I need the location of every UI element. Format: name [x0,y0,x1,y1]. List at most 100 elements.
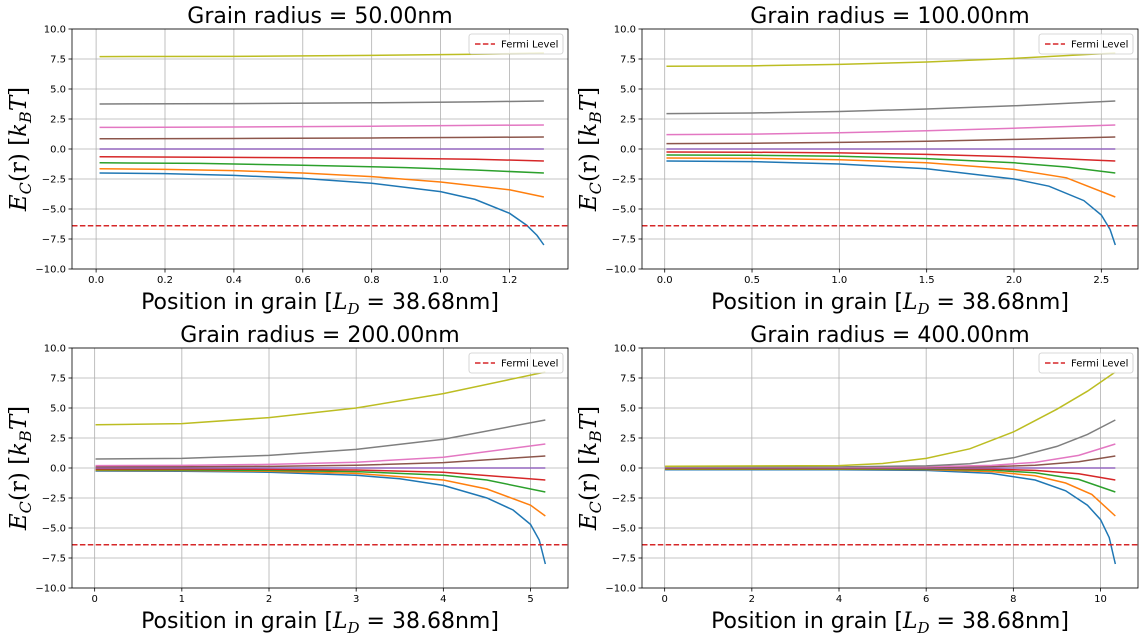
series-line-1 [99,172,545,246]
chart-panel-2: 0.0 0.5 1.0 1.5 2.0 2.5 −10.0 −7.5 −5.0 −2.5 0.0 2.… [576,4,1139,318]
series-line-2 [665,468,1116,517]
y-tick-label: 0.0 [50,464,66,475]
series-line-3 [666,154,1116,174]
y-tick-label: 10.0 [614,25,636,36]
y-tick-label: 2.5 [620,434,636,445]
y-tick-label: 0.0 [50,145,66,156]
series-line-2 [99,168,545,198]
x-tick-label: 10 [1094,594,1107,605]
y-tick-label: 7.5 [620,374,636,385]
x-tick-label: 1.2 [501,275,517,286]
x-tick-label: 4 [836,594,842,605]
legend: Fermi Level [468,33,564,55]
legend-label: Fermi Level [501,359,558,370]
legend-label: Fermi Level [1071,359,1128,370]
x-tick-label: 3 [353,594,359,605]
y-tick-label: 2.5 [50,115,66,126]
y-tick-label: −10.0 [605,584,636,595]
chart-title: Grain radius = 400.00nm [750,323,1029,348]
series-line-9 [666,52,1116,67]
x-axis-label: Position in grain [LD = 38.68nm] [711,290,1069,318]
y-tick-label: −2.5 [612,494,636,505]
series-line-6 [666,136,1116,145]
series-line-3 [99,162,544,174]
plot-area [642,371,1138,565]
y-tick-label: 5.0 [620,85,636,96]
y-tick-label: 7.5 [50,55,66,66]
y-tick-label: 5.0 [620,404,636,415]
x-tick-label: 5 [527,594,533,605]
x-axis-label: Position in grain [LD = 38.68nm] [711,609,1069,637]
series-line-1 [665,469,1117,565]
y-tick-label: −10.0 [35,265,66,276]
x-tick-label: 0.8 [364,275,380,286]
series-line-9 [665,371,1116,467]
y-tick-label: −10.0 [605,265,636,276]
x-tick-label: 1.0 [433,275,449,286]
x-tick-label: 4 [440,594,446,605]
plot-area [72,371,568,565]
series-line-7 [99,124,544,129]
x-tick-label: 0.6 [295,275,311,286]
chart-panel-4: 0 2 4 6 8 10 −10.0 −7.5 −5.0 −2.5 0.0 2.5 5.0 7.5 10.0… [576,323,1139,637]
plot-area [72,52,568,246]
legend-box [468,352,564,374]
legend-box [1038,33,1134,55]
x-axis-label: Position in grain [LD = 38.68nm] [141,609,499,637]
y-tick-label: 2.5 [50,434,66,445]
x-tick-label: 0 [91,594,97,605]
series-line-3 [95,469,546,493]
y-tick-label: 2.5 [620,115,636,126]
x-tick-label: 0.4 [226,275,242,286]
y-tick-label: −10.0 [35,584,66,595]
series-line-4 [95,468,546,481]
y-tick-label: −2.5 [42,175,66,186]
y-tick-label: −2.5 [42,494,66,505]
x-tick-label: 2 [749,594,755,605]
y-tick-label: 7.5 [50,374,66,385]
y-tick-label: 7.5 [620,55,636,66]
x-tick-label: 0.2 [157,275,173,286]
series-line-1 [95,470,547,565]
chart-panel-1: 0.0 0.2 0.4 0.6 0.8 1.0 1.2 −10.0 −7.5 −5.0 −2.5 0.… [6,4,569,318]
y-tick-label: 5.0 [50,404,66,415]
y-tick-label: 5.0 [50,85,66,96]
legend-box [468,33,564,55]
y-tick-label: −7.5 [612,554,636,565]
series-line-7 [666,124,1116,136]
legend: Fermi Level [1038,352,1134,374]
x-tick-label: 0.5 [744,275,760,286]
series-line-8 [666,100,1116,115]
x-tick-label: 0.0 [657,275,673,286]
series-line-9 [95,371,546,426]
series-line-4 [666,151,1116,162]
y-tick-label: 10.0 [614,344,636,355]
x-tick-label: 1.0 [831,275,847,286]
plot-area [642,52,1138,246]
x-tick-label: 0 [661,594,667,605]
series-line-8 [665,419,1116,468]
x-axis-label: Position in grain [LD = 38.68nm] [141,290,499,318]
chart-title: Grain radius = 50.00nm [187,4,452,29]
series-line-2 [666,157,1116,198]
x-tick-label: 1 [179,594,185,605]
series-line-7 [95,443,546,467]
series-line-8 [95,419,546,460]
legend: Fermi Level [468,352,564,374]
series-line-3 [665,468,1116,493]
y-tick-label: 10.0 [44,25,66,36]
x-tick-label: 1.5 [919,275,935,286]
x-tick-label: 2 [266,594,272,605]
y-tick-label: 10.0 [44,344,66,355]
x-tick-label: 2.0 [1006,275,1022,286]
y-tick-label: −5.0 [612,205,636,216]
y-axis-label: EC(r) [kBT] [6,87,35,212]
series-line-8 [99,100,544,105]
x-tick-label: 0.0 [88,275,104,286]
series-line-2 [95,469,546,517]
legend-label: Fermi Level [1071,40,1128,51]
y-tick-label: −5.0 [42,524,66,535]
y-tick-label: 0.0 [620,464,636,475]
y-tick-label: −2.5 [612,175,636,186]
y-axis-label: EC(r) [kBT] [6,406,35,531]
